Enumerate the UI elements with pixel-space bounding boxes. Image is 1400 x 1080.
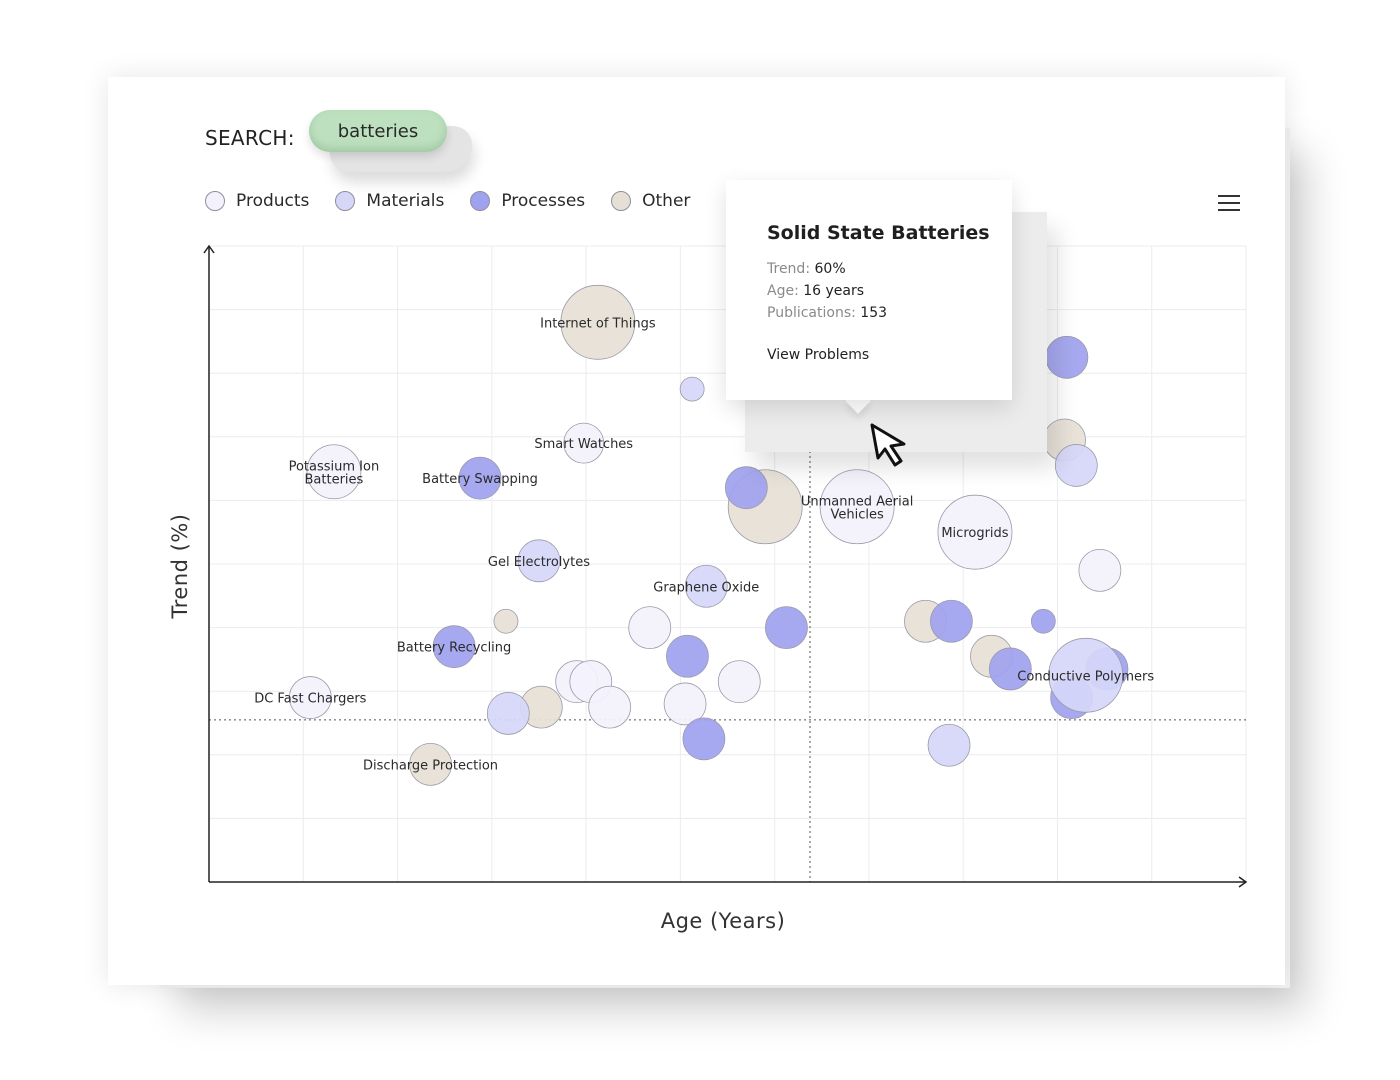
axes — [203, 244, 1248, 888]
legend-label: Processes — [501, 191, 586, 211]
legend-item-materials[interactable]: Materials — [335, 191, 444, 211]
tooltip-age-key: Age: — [767, 283, 799, 299]
legend-label: Other — [642, 191, 691, 211]
bubble-battery-recycling[interactable] — [432, 625, 476, 669]
x-axis-arrow — [1238, 876, 1248, 888]
bubble-label-line: Potassium Ion — [289, 459, 380, 474]
legend-dot-processes — [470, 191, 491, 211]
chart-card — [108, 77, 1285, 985]
bubble-unlabeled[interactable] — [1045, 335, 1089, 379]
search-query-pill[interactable]: batteries — [309, 110, 447, 152]
tooltip-age-value: 16 years — [803, 283, 865, 299]
y-axis-arrow — [203, 244, 215, 254]
bubble-label-line: Discharge Protection — [363, 758, 498, 773]
bubble-unlabeled[interactable] — [493, 608, 519, 634]
bubble-battery-swapping[interactable] — [458, 456, 502, 500]
bubble-label-dc-fast-chargers: DC Fast Chargers — [254, 692, 366, 707]
bubble-unlabeled[interactable] — [988, 647, 1032, 691]
bubble-graphene-oxide[interactable] — [684, 564, 728, 608]
bubble-labels: Internet of Things Smart Watches Potassium… — [254, 316, 1154, 773]
bubble-label-battery-swapping: Battery Swapping — [422, 472, 538, 487]
y-axis-label: Trend (%) — [168, 514, 192, 620]
bubble-dc-fast-chargers[interactable] — [288, 676, 332, 719]
legend-item-products[interactable]: Products — [205, 191, 309, 211]
bubble-label-internet-of-things: Internet of Things — [540, 316, 656, 331]
bubble-label-line: Gel Electrolytes — [488, 555, 590, 570]
bubble-unlabeled[interactable] — [628, 606, 672, 649]
legend-dot-other — [611, 191, 632, 211]
bubble-label-microgrids: Microgrids — [941, 526, 1008, 541]
tooltip-trend: Trend: 60% — [767, 261, 846, 277]
view-problems-link[interactable]: View Problems — [767, 347, 870, 363]
tooltip-publications: Publications: 153 — [767, 305, 887, 321]
bubble-smart-watches[interactable] — [563, 422, 605, 464]
bubble-unlabeled[interactable] — [724, 466, 768, 510]
legend-dot-products — [205, 191, 225, 211]
bubble-label-potassium-ion-batteries: Potassium Ion Batteries — [289, 459, 380, 487]
mouse-cursor-icon — [870, 423, 906, 467]
bubble-tooltip: Solid State Batteries Trend: 60% Age: 16… — [726, 180, 1012, 400]
bubble-label-discharge-protection: Discharge Protection — [363, 758, 498, 773]
bubble-unlabeled[interactable] — [666, 634, 709, 678]
bubble-unlabeled[interactable] — [1078, 548, 1122, 592]
legend: Products Materials Processes Other — [205, 191, 716, 211]
legend-item-other[interactable]: Other — [611, 191, 690, 211]
bubble-unlabeled[interactable] — [663, 682, 707, 726]
bubble-label-line: Conductive Polymers — [1017, 669, 1154, 684]
bubble-label-line: Battery Swapping — [422, 472, 538, 487]
legend-label: Materials — [366, 191, 445, 211]
bubble-label-conductive-polymers: Conductive Polymers — [1017, 669, 1154, 684]
bubble-label-graphene-oxide: Graphene Oxide — [653, 580, 759, 595]
menu-bar — [1218, 209, 1240, 211]
legend-item-processes[interactable]: Processes — [470, 191, 585, 211]
search-label: SEARCH: — [205, 126, 295, 150]
bubble-unlabeled[interactable] — [682, 717, 726, 761]
tooltip-trend-value: 60% — [814, 261, 846, 277]
bubble-label-smart-watches: Smart Watches — [534, 437, 633, 452]
tooltip-age: Age: 16 years — [767, 283, 864, 299]
bubble-label-battery-recycling: Battery Recycling — [397, 641, 511, 656]
legend-label: Products — [236, 191, 310, 211]
bubble-microgrids[interactable] — [937, 494, 1013, 570]
bubble-unlabeled[interactable] — [679, 376, 705, 402]
bubble-label-line: Internet of Things — [540, 316, 656, 331]
bubble-label-unmanned-aerial-vehicles: Unmanned Aerial Vehicles — [801, 494, 913, 522]
bubble-discharge-protection[interactable] — [409, 742, 452, 786]
bubble-unlabeled[interactable] — [927, 723, 971, 767]
bubble-unlabeled[interactable] — [717, 660, 761, 704]
bubble-label-line: Smart Watches — [534, 437, 633, 452]
bubble-label-line: Batteries — [305, 472, 364, 487]
bubble-label-line: Battery Recycling — [397, 641, 511, 656]
bubble-unmanned-aerial-vehicles[interactable] — [819, 469, 895, 545]
bubble-label-line: Microgrids — [941, 526, 1008, 541]
tooltip-trend-key: Trend: — [767, 261, 811, 277]
bubble-label-line: Vehicles — [830, 507, 883, 522]
bubble-internet-of-things[interactable] — [560, 284, 636, 360]
bubble-unlabeled[interactable] — [588, 685, 632, 729]
bubbles — [288, 284, 1129, 786]
tooltip-publications-value: 153 — [860, 305, 888, 321]
x-axis-label: Age (Years) — [661, 909, 786, 933]
menu-bar — [1218, 202, 1240, 204]
bubble-label-gel-electrolytes: Gel Electrolytes — [488, 555, 590, 570]
hamburger-menu-icon[interactable] — [1218, 195, 1240, 213]
bubble-unlabeled[interactable] — [1054, 444, 1098, 487]
tooltip-title: Solid State Batteries — [767, 222, 990, 244]
legend-dot-materials — [335, 191, 356, 211]
bubble-unlabeled[interactable] — [486, 692, 530, 735]
bubble-unlabeled[interactable] — [765, 606, 808, 649]
reference-lines — [209, 396, 1246, 882]
bubble-gel-electrolytes[interactable] — [517, 539, 561, 583]
menu-bar — [1218, 195, 1240, 197]
tooltip-publications-key: Publications: — [767, 305, 856, 321]
bubble-potassium-ion-batteries[interactable] — [306, 444, 362, 500]
bubble-label-line: Graphene Oxide — [653, 580, 759, 595]
bubble-label-line: Unmanned Aerial — [801, 494, 913, 509]
bubble-unlabeled[interactable] — [1030, 608, 1056, 634]
bubble-conductive-polymers[interactable] — [1048, 637, 1124, 713]
bubble-unlabeled[interactable] — [929, 599, 973, 643]
bubble-label-line: DC Fast Chargers — [254, 692, 366, 707]
